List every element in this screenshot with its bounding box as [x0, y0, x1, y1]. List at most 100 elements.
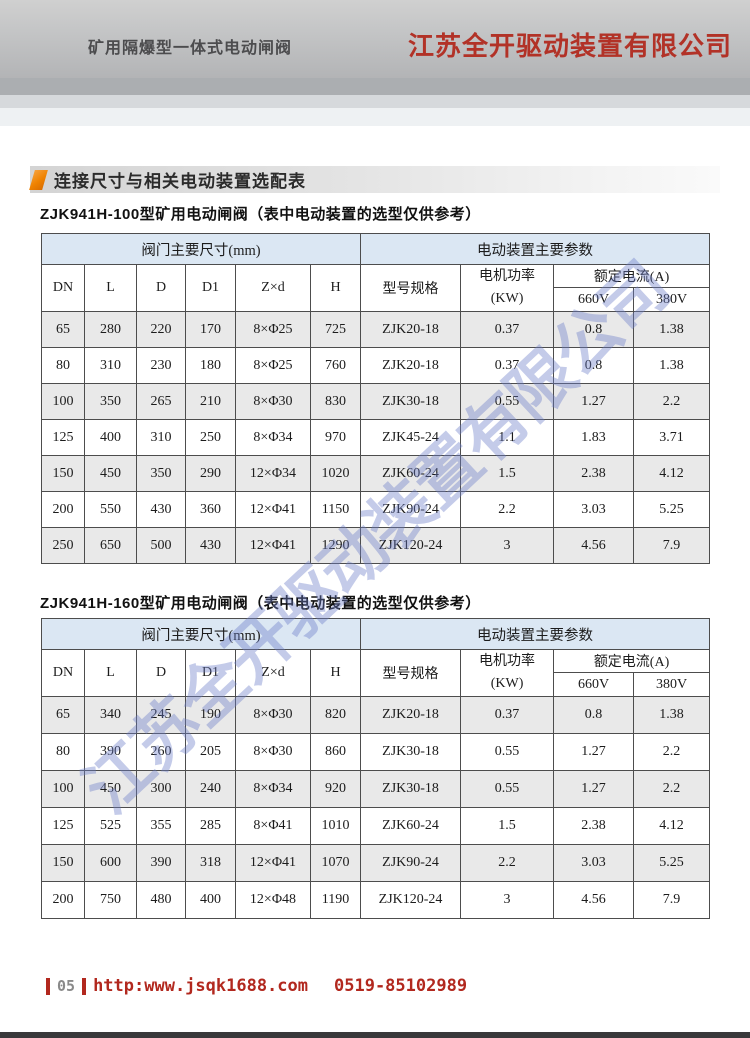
- table-cell: 8×Φ34: [235, 419, 311, 456]
- table-cell: ZJK45-24: [360, 419, 462, 456]
- table-cell: 3.71: [633, 419, 711, 456]
- spec-table-zjk941h-160: 阀门主要尺寸(mm) 电动装置主要参数 DN L D D1 Z×d H 型号规格…: [40, 618, 711, 919]
- col-header-380v: 380V: [633, 672, 711, 697]
- col-header-rated-current: 额定电流(A): [553, 264, 711, 288]
- table-cell: 5.25: [633, 491, 711, 528]
- table1-title: ZJK941H-100型矿用电动闸阀（表中电动装置的选型仅供参考）: [40, 206, 481, 223]
- table-cell: 290: [185, 455, 236, 492]
- col-header-dn: DN: [41, 264, 85, 312]
- table-cell: 360: [185, 491, 236, 528]
- header-divider-band-light: [0, 108, 750, 126]
- table-cell: 12×Φ48: [235, 881, 311, 919]
- table-cell: 1150: [309, 491, 362, 528]
- table-cell: 1.83: [553, 419, 635, 456]
- table-row: 65 280 220 170 8×Φ25 725 ZJK20-18 0.37 0.8 1.38: [41, 311, 711, 348]
- table-cell: ZJK30-18: [360, 770, 462, 808]
- table-cell: 12×Φ34: [235, 455, 311, 492]
- table-cell: 200: [41, 881, 85, 919]
- table-cell: 250: [41, 527, 85, 564]
- table-row: 200 550 430 360 12×Φ41 1150 ZJK90-24 2.2 3.03 5.2…: [41, 491, 711, 528]
- col-header-660v: 660V: [553, 672, 635, 697]
- table-cell: 190: [185, 696, 236, 734]
- table-cell: 8×Φ41: [235, 807, 311, 845]
- page-footer: 05 http:www.jsqk1688.com 0519-85102989: [46, 976, 467, 996]
- table-cell: 200: [41, 491, 85, 528]
- table-cell: 230: [136, 347, 186, 384]
- col-header-zxd: Z×d: [235, 649, 311, 697]
- table-cell: 450: [84, 770, 137, 808]
- table-header-row: DN L D D1 Z×d H 型号规格 电机功率 (KW) 额定电流(A): [41, 264, 711, 312]
- table-cell: 65: [41, 696, 85, 734]
- table-cell: 450: [84, 455, 137, 492]
- table-cell: 260: [136, 733, 186, 771]
- table-cell: 125: [41, 419, 85, 456]
- table-cell: 2.38: [553, 807, 635, 845]
- table-cell: 0.55: [460, 733, 555, 771]
- table-cell: ZJK20-18: [360, 696, 462, 734]
- col-header-dn: DN: [41, 649, 85, 697]
- table-row: 150 450 350 290 12×Φ34 1020 ZJK60-24 1.5 2.38 4.1…: [41, 455, 711, 492]
- table-group-header-row: 阀门主要尺寸(mm) 电动装置主要参数: [40, 618, 711, 650]
- table-cell: ZJK90-24: [360, 491, 462, 528]
- bottom-border-bar: [0, 1032, 750, 1038]
- table-cell: 1.5: [460, 807, 555, 845]
- table-cell: ZJK30-18: [360, 733, 462, 771]
- table-cell: 750: [84, 881, 137, 919]
- table-cell: 65: [41, 311, 85, 348]
- col-header-h: H: [309, 649, 362, 697]
- table-cell: 318: [185, 844, 236, 882]
- table-cell: ZJK60-24: [360, 455, 462, 492]
- table-cell: 210: [185, 383, 236, 420]
- table-cell: 500: [136, 527, 186, 564]
- table-cell: 390: [136, 844, 186, 882]
- table-cell: 400: [84, 419, 137, 456]
- table2-title: ZJK941H-160型矿用电动闸阀（表中电动装置的选型仅供参考）: [40, 595, 481, 612]
- table-cell: 1.38: [633, 347, 711, 384]
- col-header-d: D: [136, 649, 186, 697]
- table-cell: 8×Φ30: [235, 696, 311, 734]
- table-cell: 8×Φ25: [235, 347, 311, 384]
- table-cell: 860: [309, 733, 362, 771]
- table-cell: 245: [136, 696, 186, 734]
- table-cell: 0.37: [460, 311, 555, 348]
- table-cell: 310: [136, 419, 186, 456]
- table-cell: ZJK120-24: [360, 527, 462, 564]
- page-header: 矿用隔爆型一体式电动闸阀 江苏全开驱动装置有限公司: [0, 0, 750, 78]
- motor-power-line1: 电机功率: [479, 654, 536, 670]
- col-header-model: 型号规格: [360, 649, 462, 697]
- table-cell: 0.37: [460, 347, 555, 384]
- header-divider-band-dark: [0, 78, 750, 95]
- table1-body: 65 280 220 170 8×Φ25 725 ZJK20-18 0.37 0.8 1.38 80…: [41, 311, 711, 564]
- table-cell: 0.8: [553, 311, 635, 348]
- table-cell: ZJK120-24: [360, 881, 462, 919]
- table-cell: 1.38: [633, 696, 711, 734]
- table-row: 125 400 310 250 8×Φ34 970 ZJK45-24 1.1 1.83 3.71: [41, 419, 711, 456]
- group-header-valve-dimensions: 阀门主要尺寸(mm): [40, 233, 362, 265]
- group-header-actuator-params: 电动装置主要参数: [360, 618, 711, 650]
- col-header-l: L: [84, 264, 137, 312]
- table-row: 100 350 265 210 8×Φ30 830 ZJK30-18 0.55 1.27 2.2: [41, 383, 711, 420]
- table-cell: 2.38: [553, 455, 635, 492]
- col-header-660v: 660V: [553, 287, 635, 312]
- table-cell: ZJK30-18: [360, 383, 462, 420]
- table-cell: 760: [309, 347, 362, 384]
- table-cell: 2.2: [633, 733, 711, 771]
- section-title: 连接尺寸与相关电动装置选配表: [54, 172, 306, 191]
- table-cell: 1.5: [460, 455, 555, 492]
- col-header-model: 型号规格: [360, 264, 462, 312]
- table-cell: 220: [136, 311, 186, 348]
- table-cell: 80: [41, 347, 85, 384]
- col-header-zxd: Z×d: [235, 264, 311, 312]
- table-cell: 7.9: [633, 881, 711, 919]
- col-header-motor-power: 电机功率 (KW): [460, 264, 555, 312]
- table-cell: 8×Φ34: [235, 770, 311, 808]
- table-cell: 920: [309, 770, 362, 808]
- table-cell: 12×Φ41: [235, 491, 311, 528]
- table-cell: 1020: [309, 455, 362, 492]
- table-cell: 8×Φ25: [235, 311, 311, 348]
- col-header-d1: D1: [185, 649, 236, 697]
- footer-url: http:www.jsqk1688.com: [93, 976, 308, 996]
- table-cell: 1290: [309, 527, 362, 564]
- table-row: 200 750 480 400 12×Φ48 1190 ZJK120-24 3 4.56 7.9: [41, 881, 711, 919]
- table-cell: 8×Φ30: [235, 733, 311, 771]
